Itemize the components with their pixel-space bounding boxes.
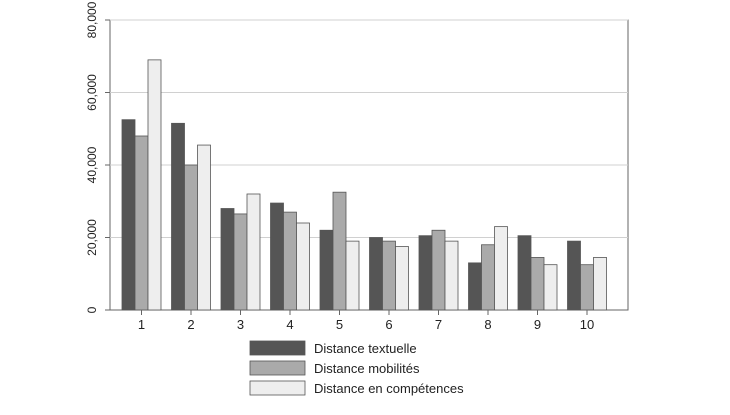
legend-swatch (249, 360, 306, 376)
x-tick-label: 3 (237, 317, 244, 332)
bar (580, 264, 594, 311)
bar (134, 135, 149, 311)
y-tick-label: 0 (85, 306, 99, 313)
legend-label: Distance textuelle (314, 341, 417, 356)
legend-label: Distance mobilités (314, 361, 420, 376)
bar (246, 193, 261, 311)
bar (530, 257, 545, 311)
x-tick-label: 7 (435, 317, 442, 332)
bar (567, 240, 581, 311)
y-tick-label: 20,000 (85, 219, 99, 256)
bar (382, 240, 396, 311)
bar (296, 222, 310, 311)
bar (197, 144, 211, 311)
bar (345, 240, 360, 311)
bar (517, 235, 532, 311)
bar (543, 264, 558, 311)
bar (171, 122, 185, 311)
x-tick-label: 10 (580, 317, 594, 332)
bar (319, 229, 334, 311)
legend-label: Distance en compétences (314, 381, 464, 396)
bar (283, 211, 297, 311)
bar (332, 191, 347, 311)
x-tick-label: 5 (336, 317, 343, 332)
bar (593, 257, 607, 311)
bar (220, 208, 235, 311)
x-tick-label: 4 (286, 317, 293, 332)
bar (233, 213, 248, 311)
bar (147, 59, 162, 311)
y-tick-label: 40,000 (85, 146, 99, 183)
bar (418, 235, 433, 311)
legend-swatch (249, 340, 306, 356)
bar (431, 229, 446, 311)
bar (468, 262, 482, 311)
legend-swatch (249, 380, 306, 396)
y-tick-label: 80,000 (85, 1, 99, 38)
bar (184, 164, 198, 311)
bar (494, 226, 508, 311)
x-axis: 1 2 3 4 5 6 7 8 9 10 (138, 310, 594, 332)
bar (270, 202, 284, 311)
x-tick-label: 1 (138, 317, 145, 332)
x-tick-label: 8 (484, 317, 491, 332)
bar (395, 246, 409, 311)
x-tick-label: 9 (534, 317, 541, 332)
bars (121, 59, 607, 311)
y-axis: 0 20,000 40,000 60,000 80,000 (85, 1, 110, 313)
y-tick-label: 60,000 (85, 74, 99, 111)
x-tick-label: 6 (385, 317, 392, 332)
bar (481, 244, 495, 311)
bar (444, 240, 459, 311)
x-tick-label: 2 (187, 317, 194, 332)
bar (369, 237, 383, 311)
legend: Distance textuelle Distance mobilités Dist… (249, 340, 464, 396)
bar (121, 119, 136, 311)
